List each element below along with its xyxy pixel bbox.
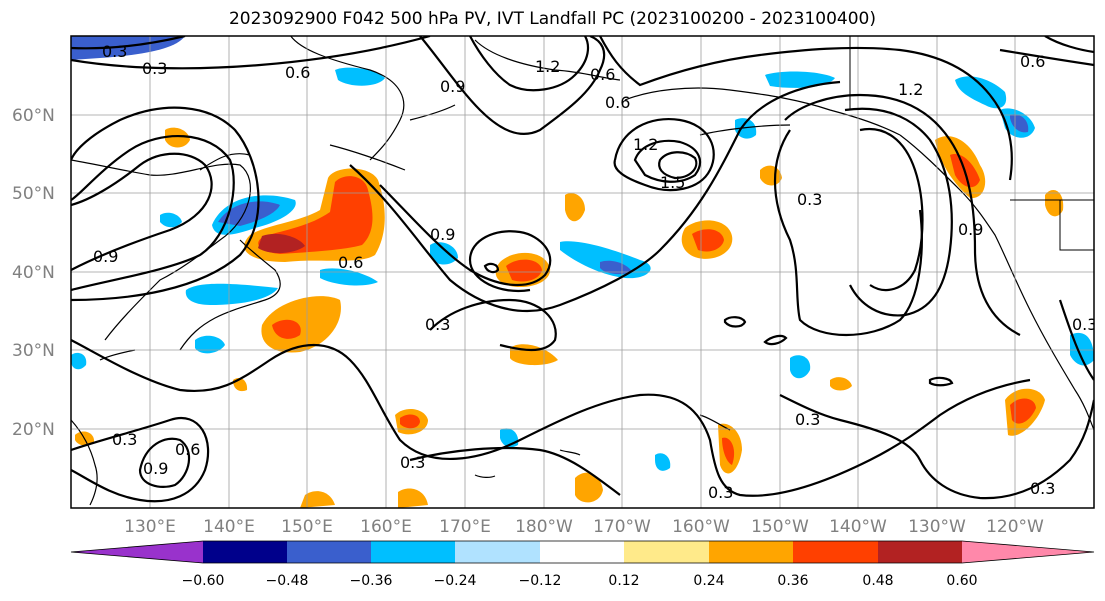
graticule: [71, 36, 1094, 508]
colorbar-tick-label: 0.36: [777, 573, 808, 589]
contour-label: 0.9: [93, 247, 118, 266]
contour-label: 0.3: [795, 410, 820, 429]
colorbar-tick-label: −0.48: [266, 573, 309, 589]
colorbar-segment: [624, 541, 709, 563]
contour-label: 0.9: [430, 225, 455, 244]
colorbar-segment: [455, 541, 540, 563]
lat-label: 40°N: [12, 263, 55, 283]
colorbar-segment: [203, 541, 287, 563]
lon-label: 140°E: [203, 517, 255, 537]
colorbar-tick-label: −0.24: [434, 573, 477, 589]
lon-label: 150°W: [751, 517, 809, 537]
latitude-labels: 60°N 50°N 40°N 30°N 20°N: [12, 106, 55, 440]
contour-label: 0.3: [112, 430, 137, 449]
lon-label: 160°W: [672, 517, 730, 537]
contour-label: 0.3: [797, 190, 822, 209]
colorbar-tick-label: 0.48: [862, 573, 893, 589]
lon-label: 120°W: [986, 517, 1044, 537]
colorbar-tick-label: 0.60: [946, 573, 977, 589]
contour-labels: 0.3 0.3 0.6 0.9 1.2 0.6 0.6 1.2 1.5 1.2 …: [93, 42, 1097, 502]
lon-label: 130°W: [908, 517, 966, 537]
colorbar-segment: [540, 541, 624, 563]
contour-label: 0.9: [143, 459, 168, 478]
lon-label: 150°E: [281, 517, 333, 537]
positive-anomaly-shading: [75, 127, 1064, 508]
colorbar-tick-label: −0.12: [519, 573, 562, 589]
lat-label: 60°N: [12, 106, 55, 126]
borders: [849, 36, 1094, 251]
colorbar-tick-label: 0.12: [608, 573, 639, 589]
colorbar-segment: [71, 541, 203, 563]
contour-label: 0.6: [175, 440, 200, 459]
contour-label: 1.5: [660, 173, 685, 192]
contour-label: 0.3: [425, 315, 450, 334]
lon-label: 170°E: [439, 517, 491, 537]
coastlines: [71, 36, 1094, 506]
contour-label: 1.2: [633, 135, 658, 154]
contour-label: 0.6: [590, 65, 615, 84]
colorbar-segment: [793, 541, 878, 563]
contour-label: 0.3: [400, 453, 425, 472]
colorbar-tick-label: 0.24: [693, 573, 724, 589]
colorbar-segment: [371, 541, 455, 563]
lon-label: 160°E: [360, 517, 412, 537]
colorbar-tick-label: −0.36: [350, 573, 393, 589]
colorbar-segments: [70, 540, 1095, 564]
colorbar-segment: [962, 541, 1094, 563]
contour-label: 0.6: [338, 253, 363, 272]
lat-label: 20°N: [12, 420, 55, 440]
lon-label: 140°W: [829, 517, 887, 537]
contour-label: 0.3: [708, 483, 733, 502]
colorbar-segment: [287, 541, 371, 563]
map-frame: [70, 35, 1095, 509]
lon-label: 130°E: [124, 517, 176, 537]
longitude-labels: 130°E 140°E 150°E 160°E 170°E 180°W 170°…: [124, 517, 1044, 537]
contour-label: 0.3: [1030, 479, 1055, 498]
lon-label: 180°W: [515, 517, 573, 537]
contour-label: 0.6: [1020, 52, 1045, 71]
lat-label: 50°N: [12, 184, 55, 204]
colorbar: −0.60 −0.48 −0.36 −0.24 −0.12 0.12 0.24 …: [70, 540, 1095, 589]
contour-label: 1.2: [898, 80, 923, 99]
colorbar-segment: [878, 541, 962, 563]
lat-label: 30°N: [12, 341, 55, 361]
contour-label: 0.3: [142, 59, 167, 78]
colorbar-tick-label: −0.60: [182, 573, 225, 589]
contour-label: 1.2: [535, 57, 560, 76]
ivt-contours: [71, 36, 1094, 503]
colorbar-ticks: −0.60 −0.48 −0.36 −0.24 −0.12 0.12 0.24 …: [182, 573, 978, 589]
colorbar-outline: [70, 540, 1095, 564]
contour-label: 0.6: [285, 63, 310, 82]
map-title: 2023092900 F042 500 hPa PV, IVT Landfall…: [228, 9, 876, 29]
contour-label: 0.9: [958, 220, 983, 239]
contour-label: 0.6: [605, 93, 630, 112]
contour-label: 0.3: [1072, 315, 1097, 334]
contour-label: 0.3: [102, 42, 127, 61]
colorbar-segment: [709, 541, 793, 563]
lon-label: 170°W: [593, 517, 651, 537]
contour-label: 0.9: [440, 77, 465, 96]
